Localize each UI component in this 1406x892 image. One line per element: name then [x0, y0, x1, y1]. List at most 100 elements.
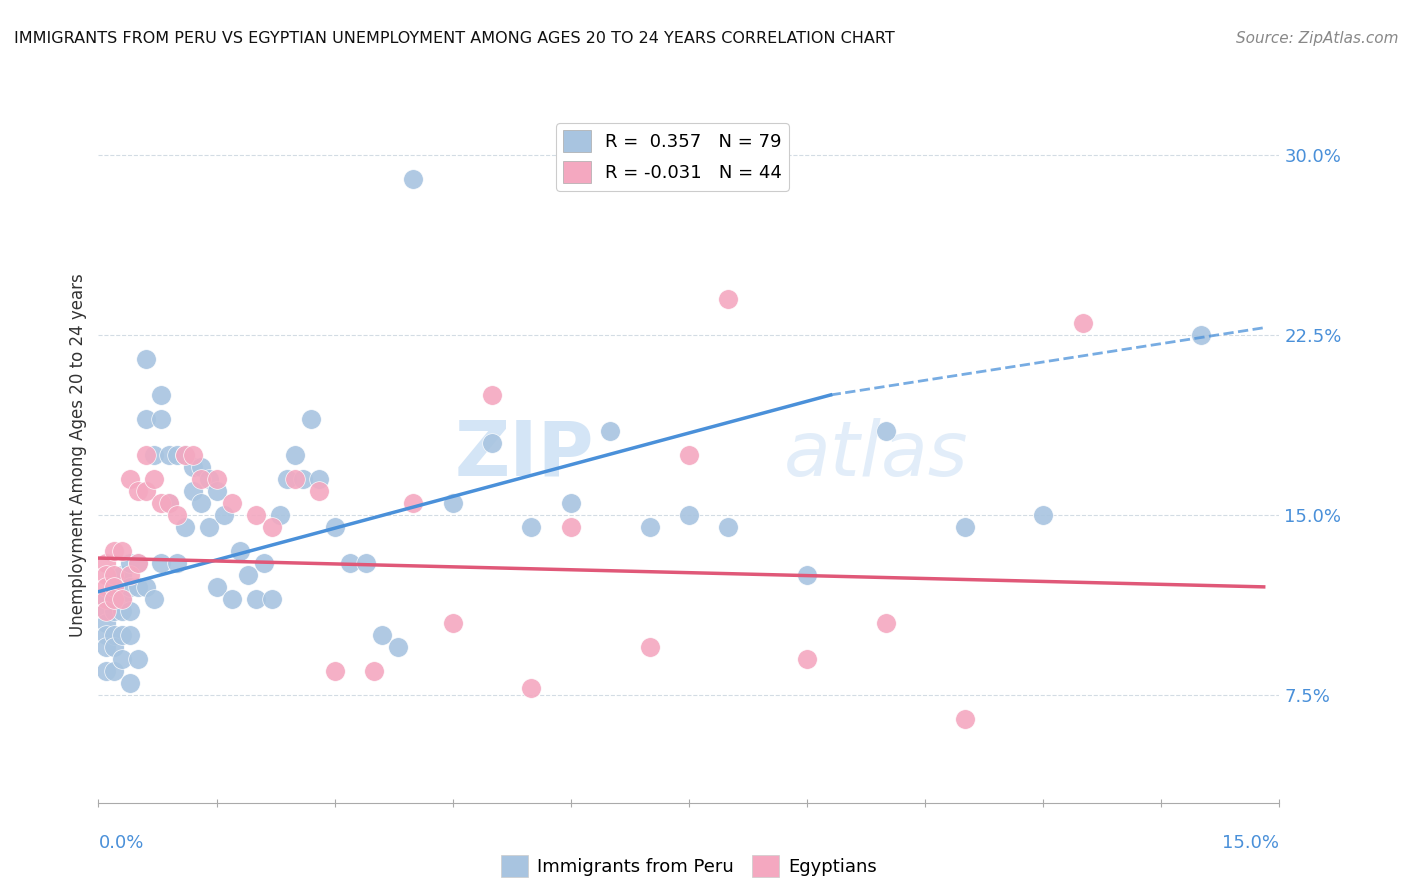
Point: [103, 580, 125, 594]
Point: [717, 292, 740, 306]
Point: [118, 567, 141, 582]
Point: [1189, 328, 1212, 343]
Point: [103, 591, 125, 606]
Point: [276, 472, 298, 486]
Point: [157, 496, 180, 510]
Point: [197, 520, 219, 534]
Point: [441, 496, 464, 510]
Point: [103, 640, 125, 654]
Point: [560, 520, 582, 534]
Point: [135, 412, 157, 426]
Point: [1071, 316, 1094, 330]
Point: [236, 567, 259, 582]
Point: [599, 424, 621, 438]
Point: [111, 604, 134, 618]
Point: [111, 591, 134, 606]
Point: [245, 508, 267, 522]
Point: [150, 388, 173, 402]
Point: [205, 580, 228, 594]
Point: [157, 448, 180, 462]
Point: [796, 567, 818, 582]
Point: [560, 496, 582, 510]
Point: [103, 591, 125, 606]
Point: [96, 567, 118, 582]
Point: [150, 556, 173, 570]
Point: [245, 591, 267, 606]
Point: [308, 472, 330, 486]
Point: [96, 556, 118, 570]
Point: [150, 412, 173, 426]
Point: [118, 604, 141, 618]
Point: [127, 652, 149, 666]
Point: [111, 544, 134, 558]
Point: [638, 520, 661, 534]
Point: [181, 483, 204, 498]
Text: ZIP: ZIP: [456, 418, 595, 491]
Point: [174, 520, 197, 534]
Point: [111, 652, 134, 666]
Point: [717, 520, 740, 534]
Point: [96, 628, 118, 642]
Point: [96, 640, 118, 654]
Point: [96, 604, 118, 618]
Point: [150, 496, 173, 510]
Point: [354, 556, 377, 570]
Point: [229, 544, 252, 558]
Text: Source: ZipAtlas.com: Source: ZipAtlas.com: [1236, 31, 1399, 46]
Point: [166, 508, 188, 522]
Point: [323, 664, 346, 678]
Point: [387, 640, 409, 654]
Point: [96, 664, 118, 678]
Point: [135, 580, 157, 594]
Point: [96, 615, 118, 630]
Point: [135, 351, 157, 366]
Point: [190, 472, 212, 486]
Text: atlas: atlas: [783, 418, 967, 491]
Text: 0.0%: 0.0%: [98, 834, 143, 852]
Legend: R =  0.357   N = 79, R = -0.031   N = 44: R = 0.357 N = 79, R = -0.031 N = 44: [557, 123, 789, 191]
Point: [103, 544, 125, 558]
Point: [292, 472, 315, 486]
Point: [166, 448, 188, 462]
Point: [308, 483, 330, 498]
Point: [269, 508, 291, 522]
Point: [174, 448, 197, 462]
Point: [166, 556, 188, 570]
Point: [363, 664, 385, 678]
Point: [284, 448, 307, 462]
Point: [111, 567, 134, 582]
Point: [181, 448, 204, 462]
Point: [875, 424, 897, 438]
Point: [174, 448, 197, 462]
Point: [127, 580, 149, 594]
Point: [96, 604, 118, 618]
Point: [1032, 508, 1054, 522]
Point: [339, 556, 361, 570]
Point: [953, 520, 976, 534]
Point: [441, 615, 464, 630]
Point: [103, 580, 125, 594]
Point: [214, 508, 236, 522]
Point: [157, 496, 180, 510]
Point: [142, 591, 165, 606]
Point: [205, 483, 228, 498]
Point: [96, 591, 118, 606]
Point: [135, 448, 157, 462]
Point: [118, 628, 141, 642]
Point: [205, 472, 228, 486]
Point: [284, 472, 307, 486]
Point: [260, 591, 283, 606]
Point: [197, 472, 219, 486]
Point: [638, 640, 661, 654]
Point: [118, 676, 141, 690]
Point: [402, 496, 425, 510]
Point: [111, 591, 134, 606]
Point: [127, 483, 149, 498]
Point: [520, 681, 543, 695]
Text: IMMIGRANTS FROM PERU VS EGYPTIAN UNEMPLOYMENT AMONG AGES 20 TO 24 YEARS CORRELAT: IMMIGRANTS FROM PERU VS EGYPTIAN UNEMPLO…: [14, 31, 894, 46]
Point: [678, 508, 700, 522]
Point: [142, 472, 165, 486]
Point: [481, 436, 503, 450]
Point: [103, 604, 125, 618]
Point: [181, 459, 204, 474]
